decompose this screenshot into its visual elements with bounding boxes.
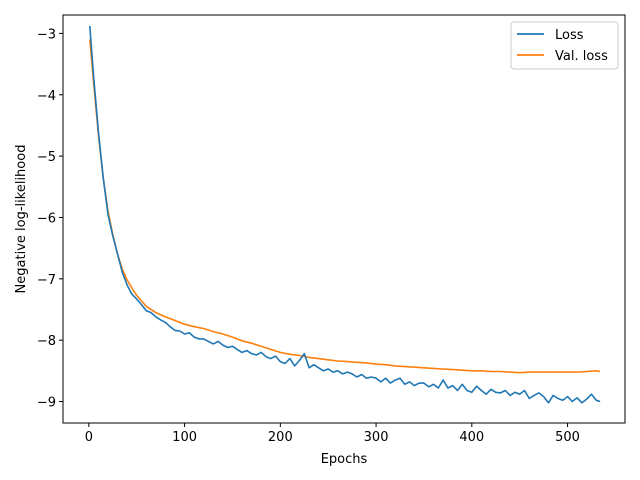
x-axis: 0 100 200 300 400 500 xyxy=(85,423,580,445)
y-tick-label: −5 xyxy=(37,150,56,165)
x-tick-label: 200 xyxy=(268,430,293,445)
x-tick-label: 100 xyxy=(172,430,197,445)
y-tick-label: −7 xyxy=(37,273,56,288)
y-axis: −9 −8 −7 −6 −5 −4 −3 xyxy=(37,27,63,411)
legend-label: Loss xyxy=(555,28,584,43)
y-tick-label: −9 xyxy=(37,396,56,411)
y-tick-label: −4 xyxy=(37,89,56,104)
series-line-1 xyxy=(89,39,601,374)
y-tick-label: −8 xyxy=(37,334,56,349)
x-tick-label: 300 xyxy=(364,430,389,445)
series-layer xyxy=(89,25,601,404)
legend-label: Val. loss xyxy=(555,49,608,64)
y-axis-label: Negative log-likelihood xyxy=(14,145,29,294)
x-tick-label: 500 xyxy=(555,430,580,445)
plot-frame xyxy=(62,14,626,424)
x-tick-label: 400 xyxy=(459,430,484,445)
x-axis-label: Epochs xyxy=(321,452,368,467)
x-tick-label: 0 xyxy=(85,430,93,445)
y-tick-label: −3 xyxy=(37,27,56,42)
legend: Loss Val. loss xyxy=(510,21,619,70)
series-line-0 xyxy=(89,25,601,404)
y-tick-label: −6 xyxy=(37,211,56,226)
